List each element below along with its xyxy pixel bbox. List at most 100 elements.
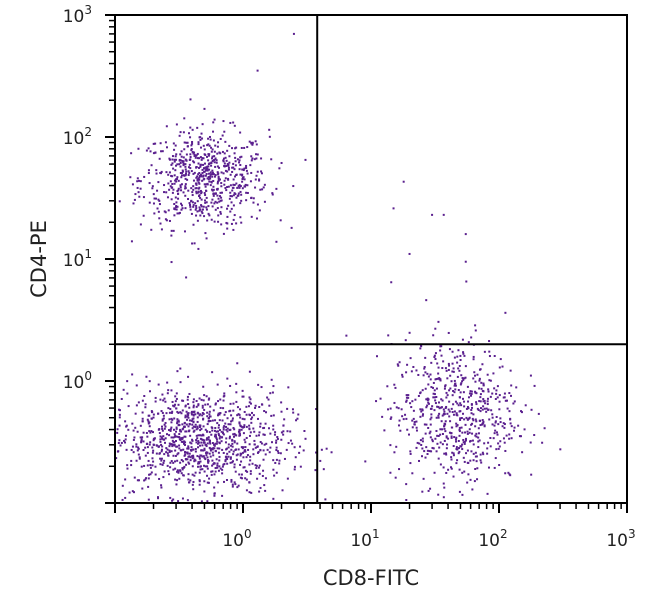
data-point-lower-left <box>161 437 164 440</box>
data-point-lower-right <box>427 489 430 492</box>
data-point-upper-left <box>226 149 229 152</box>
data-point-lower-left <box>167 407 170 410</box>
data-point-upper-left <box>210 150 213 153</box>
data-point-upper-left <box>239 202 242 205</box>
data-point-lower-right <box>411 400 414 403</box>
data-point-upper-left <box>228 155 231 158</box>
data-point-lower-left <box>199 424 202 427</box>
data-point-upper-left <box>254 140 257 143</box>
data-point-lower-left <box>202 455 205 458</box>
data-point-lower-left <box>293 446 296 449</box>
data-point-lower-right <box>499 358 502 361</box>
data-point-lower-left <box>147 477 150 480</box>
data-point-lower-left <box>273 433 276 436</box>
data-point-lower-right <box>454 384 457 387</box>
data-point-lower-left <box>217 432 220 435</box>
data-point-lower-left <box>262 427 265 430</box>
data-point-lower-right <box>475 460 478 463</box>
data-point-lower-right <box>498 408 501 411</box>
data-point-lower-left <box>231 445 234 448</box>
data-point <box>402 180 405 183</box>
data-point-lower-left <box>221 494 224 497</box>
data-point-upper-left <box>174 179 177 182</box>
data-point-lower-left <box>230 414 233 417</box>
data-point-lower-left <box>249 414 252 417</box>
data-point-lower-right <box>477 408 480 411</box>
data-point-lower-right <box>475 392 478 395</box>
data-point-lower-right <box>436 362 439 365</box>
data-point-lower-left <box>226 452 229 455</box>
data-point-lower-left <box>287 442 290 445</box>
data-point-lower-left <box>179 469 182 472</box>
data-point-lower-left <box>146 451 149 454</box>
data-point-lower-left <box>257 450 260 453</box>
data-point-lower-left <box>135 384 138 387</box>
data-point-lower-left <box>126 464 129 467</box>
data-point-upper-left <box>198 186 201 189</box>
data-point-lower-left <box>179 428 182 431</box>
data-point-lower-right <box>468 392 471 395</box>
data-point-upper-left <box>175 123 178 126</box>
data-point-lower-right <box>479 410 482 413</box>
data-point-lower-right <box>434 327 437 330</box>
data-point-lower-right <box>442 408 445 411</box>
data-point-lower-left <box>286 430 289 433</box>
data-point-lower-left <box>217 426 220 429</box>
data-point-lower-left <box>162 399 165 402</box>
data-point-lower-right <box>470 423 473 426</box>
data-point-lower-right <box>424 356 427 359</box>
data-point-lower-right <box>495 389 498 392</box>
data-point-upper-left <box>224 169 227 172</box>
data-point-lower-right <box>439 428 442 431</box>
y-axis-label: CD4-PE <box>27 220 51 298</box>
data-point-lower-left <box>181 497 184 500</box>
data-point-upper-left <box>255 174 258 177</box>
data-point-lower-right <box>442 466 445 469</box>
data-point-lower-right <box>435 395 438 398</box>
data-point-lower-right <box>459 383 462 386</box>
data-point-lower-right <box>505 434 508 437</box>
data-point-upper-left <box>260 172 263 175</box>
data-point-lower-left <box>191 439 194 442</box>
data-point-lower-left <box>299 445 302 448</box>
data-point-lower-right <box>432 381 435 384</box>
data-point-upper-left <box>205 196 208 199</box>
data-point-lower-left <box>206 423 209 426</box>
data-point-lower-left <box>163 423 166 426</box>
data-point-lower-left <box>173 443 176 446</box>
data-point-lower-left <box>177 411 180 414</box>
data-point-lower-right <box>458 430 461 433</box>
data-point-upper-left <box>206 182 209 185</box>
data-point-lower-left <box>130 459 133 462</box>
data-point-lower-right <box>461 380 464 383</box>
data-point-lower-right <box>513 426 516 429</box>
data-point-lower-left <box>202 399 205 402</box>
data-point-lower-right <box>417 373 420 376</box>
data-point-lower-right <box>467 461 470 464</box>
data-point-lower-left <box>117 408 120 411</box>
data-point-lower-left <box>131 490 134 493</box>
data-point-lower-left <box>157 445 160 448</box>
data-point-lower-left <box>268 451 271 454</box>
data-point-lower-left <box>222 428 225 431</box>
data-point-lower-left <box>184 453 187 456</box>
data-point-upper-left <box>204 185 207 188</box>
data-point-lower-left <box>212 454 215 457</box>
data-point-upper-left <box>211 159 214 162</box>
data-point-upper-left <box>250 196 253 199</box>
data-point-lower-left <box>246 470 249 473</box>
data-point-lower-left <box>218 465 221 468</box>
data-point-lower-left <box>248 428 251 431</box>
data-point-lower-left <box>187 430 190 433</box>
data-point-upper-left <box>217 141 220 144</box>
data-point-lower-right <box>473 371 476 374</box>
data-point-upper-left <box>205 172 208 175</box>
x-axis-label: CD8-FITC <box>323 566 419 590</box>
data-point-lower-left <box>218 419 221 422</box>
data-point-lower-left <box>200 427 203 430</box>
data-point-lower-left <box>154 465 157 468</box>
data-point-lower-left <box>245 413 248 416</box>
data-point-lower-left <box>210 470 213 473</box>
data-point-upper-left <box>245 191 248 194</box>
data-point-upper-left <box>231 170 234 173</box>
